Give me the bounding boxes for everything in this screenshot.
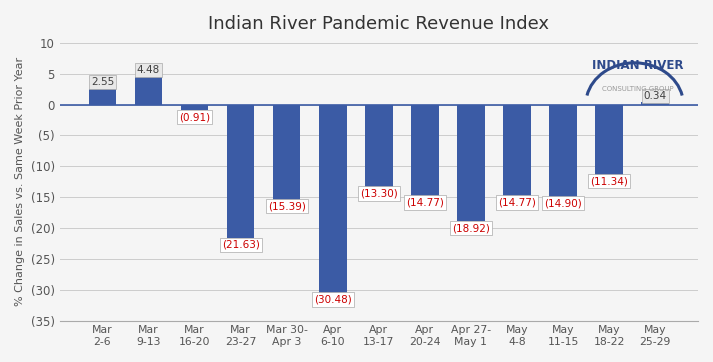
Bar: [227, 105, 255, 238]
Text: (30.48): (30.48): [314, 295, 352, 304]
Text: 4.48: 4.48: [137, 65, 160, 75]
Bar: [595, 105, 623, 174]
Text: INDIAN RIVER: INDIAN RIVER: [593, 59, 684, 72]
Text: (13.30): (13.30): [360, 189, 398, 198]
Bar: [641, 102, 669, 105]
Text: (11.34): (11.34): [590, 176, 628, 186]
Bar: [365, 105, 393, 187]
Text: (14.90): (14.90): [544, 198, 582, 209]
Bar: [457, 105, 485, 221]
Text: 0.34: 0.34: [644, 90, 667, 101]
Bar: [88, 89, 116, 105]
Bar: [503, 105, 530, 196]
Text: (18.92): (18.92): [452, 223, 490, 233]
Text: CONSULTING GROUP: CONSULTING GROUP: [602, 86, 674, 92]
Bar: [549, 105, 577, 197]
Title: Indian River Pandemic Revenue Index: Indian River Pandemic Revenue Index: [208, 15, 549, 33]
Text: (14.77): (14.77): [406, 198, 443, 207]
Bar: [135, 77, 163, 105]
Text: (0.91): (0.91): [179, 112, 210, 122]
Y-axis label: % Change in Sales vs. Same Week Prior Year: % Change in Sales vs. Same Week Prior Ye…: [15, 57, 25, 306]
Bar: [411, 105, 438, 196]
Text: (21.63): (21.63): [222, 240, 260, 250]
Bar: [319, 105, 347, 292]
Text: (15.39): (15.39): [267, 201, 306, 211]
Text: (14.77): (14.77): [498, 198, 536, 207]
Text: 2.55: 2.55: [91, 77, 114, 87]
Bar: [180, 105, 208, 110]
Bar: [273, 105, 300, 199]
